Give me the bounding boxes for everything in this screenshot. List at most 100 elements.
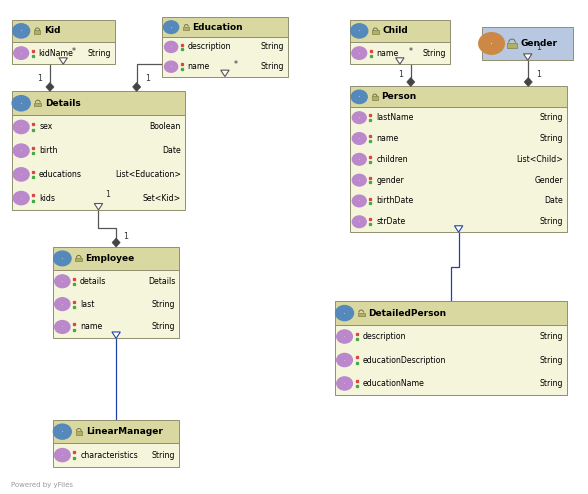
Bar [507,42,517,48]
Text: C: C [171,27,172,28]
Bar [372,96,378,100]
Text: p: p [359,180,360,181]
Text: C: C [62,258,63,259]
Bar [350,86,567,107]
Circle shape [165,41,178,52]
Text: C: C [62,431,63,432]
Text: p: p [344,336,345,337]
Text: p: p [62,281,63,282]
Polygon shape [46,82,54,91]
Text: p: p [171,66,172,67]
Text: description: description [188,42,231,51]
Text: E: E [491,43,492,44]
Text: birthDate: birthDate [376,197,413,206]
Text: Child: Child [382,26,408,36]
Text: strDate: strDate [376,217,406,226]
Text: p: p [359,52,360,54]
Circle shape [55,449,70,462]
Bar [162,17,288,37]
Bar [53,247,179,270]
Bar [350,42,450,64]
Text: characteristics: characteristics [80,451,138,459]
Polygon shape [220,70,229,77]
Bar [75,431,82,435]
Text: String: String [422,48,446,58]
Circle shape [352,154,366,165]
Text: Person: Person [382,92,417,101]
Circle shape [14,168,29,181]
Polygon shape [133,82,141,91]
Text: Date: Date [162,146,181,155]
Text: *: * [233,60,238,69]
Text: p: p [21,150,22,151]
Bar [350,107,567,232]
Text: p: p [344,360,345,361]
Bar [162,37,288,77]
Text: p: p [344,383,345,384]
Bar [53,270,179,338]
Text: 1: 1 [123,232,128,241]
Text: name: name [80,323,102,331]
Text: String: String [152,323,175,331]
Polygon shape [523,54,532,60]
Text: 1: 1 [145,75,150,83]
Circle shape [352,195,366,207]
Bar [12,91,185,115]
Text: 1: 1 [397,70,403,79]
Circle shape [336,306,353,321]
Text: 1: 1 [536,43,541,52]
Text: 1: 1 [536,70,542,79]
Bar [53,444,179,467]
Circle shape [352,216,366,228]
Text: p: p [62,304,63,305]
Bar [335,325,567,395]
Polygon shape [455,226,463,232]
Circle shape [352,133,366,144]
Text: Details: Details [148,277,175,286]
Text: Powered by yFiles: Powered by yFiles [11,482,72,488]
Text: lastName: lastName [376,113,413,122]
Text: Kid: Kid [44,26,61,36]
Bar [12,42,115,64]
Circle shape [352,47,367,59]
Text: Set<Kid>: Set<Kid> [143,194,181,203]
Circle shape [351,24,368,38]
Text: C: C [21,103,22,104]
Polygon shape [112,238,120,247]
Text: p: p [171,46,172,47]
Text: p: p [359,201,360,202]
Circle shape [55,321,70,333]
Text: DetailedPerson: DetailedPerson [368,309,446,318]
Circle shape [165,61,178,72]
Circle shape [14,144,29,157]
Text: String: String [540,379,563,388]
Text: educationName: educationName [362,379,425,388]
Circle shape [352,112,366,124]
Text: details: details [80,277,106,286]
Text: p: p [359,159,360,160]
Text: p: p [62,327,63,328]
Text: String: String [260,42,284,51]
Text: p: p [21,174,22,175]
Bar [350,20,450,42]
Text: C: C [359,30,360,32]
Circle shape [337,330,352,343]
Text: children: children [376,155,408,164]
Bar [183,27,189,30]
Circle shape [352,90,367,104]
Text: p: p [359,138,360,139]
Circle shape [14,121,29,133]
Text: p: p [21,198,22,199]
Text: C: C [344,313,345,314]
Bar [53,420,179,444]
Text: String: String [260,62,284,71]
Text: Details: Details [45,99,81,108]
Bar [482,27,573,60]
Bar [335,301,567,325]
Text: Gender: Gender [534,176,563,185]
Text: last: last [80,300,94,309]
Circle shape [14,47,29,59]
Text: String: String [540,356,563,365]
Text: *: * [72,47,76,56]
Text: name: name [188,62,210,71]
